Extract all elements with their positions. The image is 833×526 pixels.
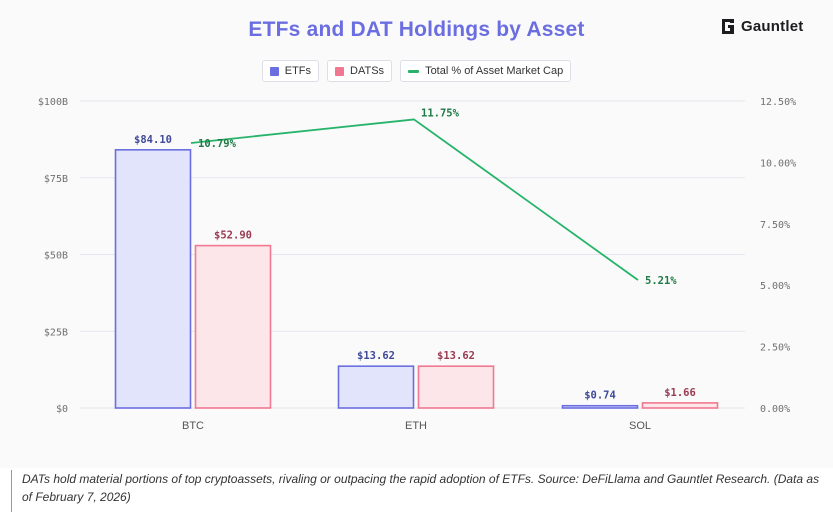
bar-value-label: $13.62 — [437, 350, 475, 362]
y-left-tick-label: $100B — [38, 97, 68, 108]
y-right-tick-label: 5.00% — [760, 281, 790, 292]
gauntlet-logo-icon — [722, 19, 734, 34]
line-value-label: 5.21% — [645, 275, 677, 287]
dat-swatch — [335, 66, 345, 76]
bar-datss-eth — [417, 365, 495, 409]
chart-caption: DATs hold material portions of top crypt… — [11, 470, 821, 512]
bar-value-label: $84.10 — [134, 134, 172, 146]
etf-swatch — [269, 66, 279, 76]
legend-label-dats: DATSs — [350, 65, 385, 77]
x-category-label: BTC — [182, 420, 204, 432]
bar-value-label: $0.74 — [584, 390, 616, 402]
y-right-tick-label: 0.00% — [760, 404, 790, 415]
line-value-label: 10.79% — [198, 138, 237, 150]
y-right-tick-label: 10.00% — [760, 158, 796, 169]
market-cap-line — [190, 118, 639, 281]
x-category-label: SOL — [629, 420, 651, 432]
legend-item-dats[interactable]: DATSs — [327, 60, 393, 82]
chart-title: ETFs and DAT Holdings by Asset — [248, 18, 585, 41]
legend-label-etfs: ETFs — [284, 65, 312, 77]
bar-etfs-btc — [114, 149, 192, 409]
brand-logo: Gauntlet — [721, 18, 803, 35]
y-right-tick-label: 2.50% — [760, 343, 790, 354]
line-swatch — [408, 69, 420, 73]
x-category-label: ETH — [405, 420, 427, 432]
bar-datss-sol — [641, 402, 719, 409]
bar-etfs-eth — [337, 365, 415, 409]
legend-label-market-cap: Total % of Asset Market Cap — [425, 65, 564, 77]
y-left-tick-label: $25B — [44, 327, 68, 338]
y-left-tick-label: $75B — [44, 174, 68, 185]
bar-value-label: $1.66 — [664, 387, 696, 399]
legend-item-etfs[interactable]: ETFs — [261, 60, 320, 82]
y-right-tick-label: 7.50% — [760, 220, 790, 231]
legend-item-market-cap[interactable]: Total % of Asset Market Cap — [400, 60, 572, 82]
line-value-label: 11.75% — [421, 107, 460, 119]
y-right-tick-label: 12.50% — [760, 97, 796, 108]
y-left-tick-label: $50B — [44, 251, 68, 262]
y-left-tick-label: $0 — [56, 404, 68, 415]
brand-name: Gauntlet — [741, 18, 804, 35]
bar-etfs-sol — [561, 404, 639, 409]
chart-legend: ETFs DATSs Total % of Asset Market Cap — [0, 60, 833, 82]
bar-value-label: $13.62 — [357, 350, 395, 362]
bar-value-label: $52.90 — [214, 230, 252, 242]
bar-datss-btc — [194, 244, 272, 409]
plot-area: $0 $25B $50B $75B $100B 0.00% 2.50% 5.00% 7.50% 1… — [38, 97, 796, 432]
